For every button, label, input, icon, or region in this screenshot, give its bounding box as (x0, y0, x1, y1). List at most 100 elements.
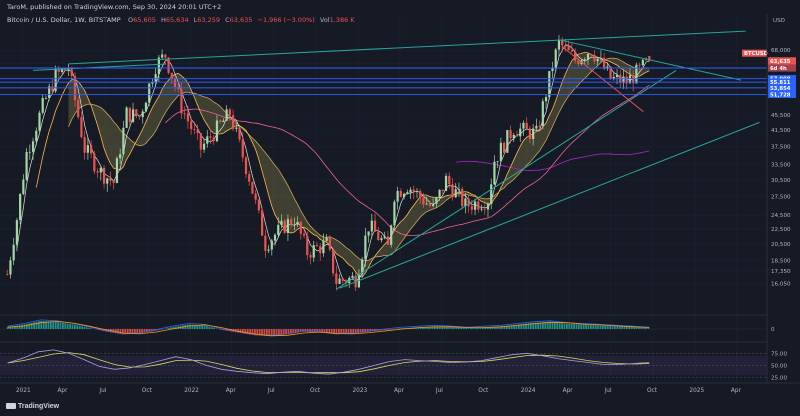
osc-histogram-bar (88, 327, 91, 329)
ma-long-line (455, 150, 650, 171)
support-trendline-shallow[interactable] (339, 121, 760, 289)
osc-histogram-bar (515, 324, 518, 329)
candle (293, 217, 296, 230)
osc-histogram-bar (198, 325, 201, 329)
early-trendline[interactable] (33, 63, 166, 71)
candle (402, 192, 406, 200)
candle (6, 269, 9, 276)
candle (35, 127, 38, 146)
oscillator-pane: 0 (0, 319, 775, 337)
osc-histogram-bar (354, 329, 357, 334)
osc-histogram-bar (525, 323, 527, 329)
ma-mid-line (165, 84, 650, 236)
resistance-trendline[interactable] (68, 30, 746, 65)
candle (38, 110, 41, 133)
osc-histogram-bar (52, 321, 55, 329)
candle-body (386, 236, 390, 245)
candle-body (415, 190, 419, 192)
candle (106, 177, 109, 192)
time-tick-label: Oct (478, 388, 489, 394)
osc-histogram-bar (601, 325, 604, 329)
candle-body (51, 86, 54, 92)
osc-histogram-bar (124, 329, 127, 335)
candle (638, 62, 641, 71)
osc-histogram-bar (429, 326, 431, 329)
time-axis[interactable]: 2021 Apr Jul Oct 2022 Apr Jul Oct 2023 Apr Jul Oct 2… (16, 388, 742, 394)
candle (515, 131, 519, 137)
osc-histogram-bar (299, 329, 302, 333)
tradingview-logo[interactable]: TradingView (6, 403, 59, 410)
candle-body (419, 190, 422, 198)
candle (648, 55, 651, 62)
candle (409, 187, 412, 199)
candle-body (528, 128, 532, 139)
candle-body (144, 102, 148, 112)
osc-histogram-bar (141, 329, 143, 334)
ohlc-o-value: 65,605 (133, 16, 156, 24)
candle-body (277, 224, 280, 235)
osc-histogram-bar (208, 326, 211, 329)
osc-histogram-bar (448, 327, 451, 329)
candle-body (519, 128, 522, 137)
candle-body (493, 161, 496, 185)
candle (167, 56, 170, 75)
osc-histogram-bar (37, 321, 40, 329)
candle (296, 216, 299, 227)
osc-histogram-bar (270, 329, 273, 337)
osc-histogram-bar (573, 323, 575, 329)
badge-value: 53,854 (770, 86, 791, 92)
candle (444, 173, 448, 192)
candle-body (490, 184, 493, 205)
osc-histogram-bar (467, 328, 470, 329)
osc-histogram-bar (30, 322, 33, 329)
ohlc-l-label: L (194, 16, 198, 24)
trendlines[interactable] (33, 30, 760, 290)
candle-body (48, 86, 51, 99)
candle-body (499, 142, 502, 162)
candle-body (367, 231, 370, 236)
osc-histogram-bar (143, 329, 146, 333)
candle-body (396, 190, 399, 202)
osc-histogram-bar (258, 329, 261, 336)
candle (480, 204, 483, 212)
osc-histogram-bar (453, 327, 455, 329)
osc-histogram-bar (541, 322, 544, 329)
osc-histogram-bar (66, 323, 69, 329)
candle-body (648, 55, 651, 61)
candle (41, 94, 44, 115)
osc-histogram-bar (611, 326, 614, 329)
candle (412, 185, 415, 200)
candle-body (335, 273, 338, 284)
candle (461, 186, 464, 210)
candle (538, 120, 541, 129)
candle-body (167, 57, 170, 73)
candle (215, 115, 219, 143)
osc-histogram-bar (546, 321, 549, 329)
channel-lower-line[interactable] (561, 46, 644, 113)
osc-histogram-bar (325, 329, 328, 334)
candle (25, 148, 28, 182)
osc-histogram-bar (417, 327, 419, 329)
candle (270, 238, 273, 256)
candle-body (306, 235, 309, 256)
candle-body (573, 51, 577, 61)
rsi-tick-label: 50.00 (771, 363, 787, 369)
candle-body (364, 235, 367, 260)
support-trendline-steep[interactable] (336, 69, 677, 290)
candle-body (583, 59, 586, 61)
candle (199, 132, 202, 158)
osc-zero-label: 0 (771, 327, 775, 333)
time-tick-label: 2025 (689, 388, 704, 394)
candle-body (119, 154, 122, 159)
candle (299, 220, 302, 240)
candle (22, 174, 25, 196)
candle (570, 42, 573, 53)
candle-body (22, 179, 25, 194)
osc-histogram-bar (385, 329, 388, 330)
osc-histogram-bar (539, 322, 542, 329)
osc-histogram-bar (196, 324, 199, 329)
osc-histogram-bar (193, 324, 196, 329)
descending-trendline[interactable] (558, 39, 742, 81)
horizontal-levels[interactable] (0, 67, 767, 95)
price-tick-label: 37,500 (771, 144, 791, 150)
